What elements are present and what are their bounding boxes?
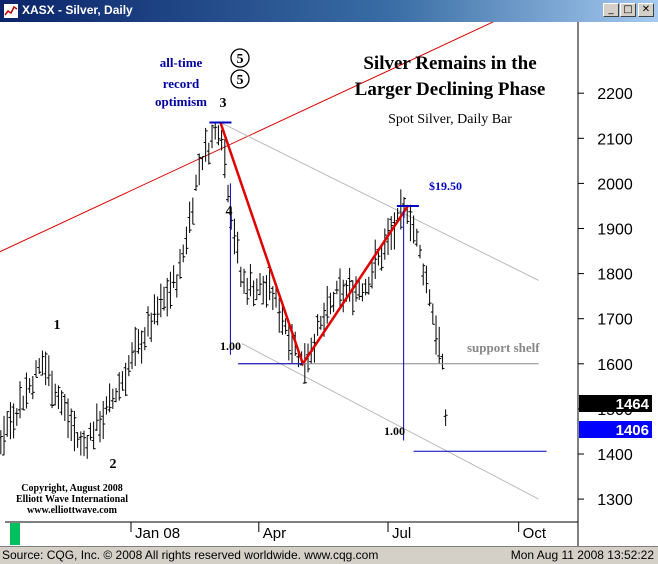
- ohlc-bars: [0, 122, 448, 459]
- scroll-handle[interactable]: [10, 523, 20, 545]
- x-tick-label: Jan 08: [135, 525, 180, 542]
- peak-label-line-3: optimism: [155, 94, 207, 109]
- y-tick-label: 1300: [597, 492, 633, 509]
- y-tick-label: 2100: [597, 131, 633, 148]
- target-price-box: [579, 421, 652, 438]
- high-price-label: $19.50: [429, 179, 462, 193]
- peak-label-line-2: record: [163, 76, 200, 91]
- window-title: XASX - Silver, Daily: [22, 3, 133, 17]
- ratio-label-2: 1.00: [384, 424, 405, 438]
- circled-label-2: 5: [237, 73, 244, 88]
- wave-label-1: 1: [54, 318, 61, 333]
- y-tick-label: 1700: [597, 312, 633, 329]
- target-price-label: 1406: [616, 422, 649, 439]
- chart-title-line-2: Larger Declining Phase: [355, 79, 546, 100]
- status-bar: Source: CQG, Inc. © 2008 All rights rese…: [0, 546, 658, 564]
- peak-label-line-1: all-time: [160, 55, 203, 70]
- copyright-line-2: Elliott Wave International: [16, 494, 128, 505]
- y-tick-label: 1800: [597, 267, 633, 284]
- minimize-button[interactable]: _: [603, 3, 619, 17]
- last-price-box: [579, 395, 652, 412]
- circled-label-ring-2: [230, 69, 250, 89]
- support-shelf-label: support shelf: [467, 340, 540, 355]
- y-axis: 1300140015001600170018001900200021002200: [578, 86, 633, 509]
- timestamp-text: Mon Aug 11 2008 13:52:22: [510, 548, 654, 562]
- y-tick-label: 2000: [597, 176, 633, 193]
- channel-lines: [0, 22, 539, 500]
- last-price-label: 1464: [616, 396, 650, 413]
- circled-label-ring-1: [230, 48, 250, 68]
- copyright-line-3: www.elliottwave.com: [27, 505, 118, 516]
- y-tick-label: 1400: [597, 447, 633, 464]
- close-button[interactable]: ✕: [638, 3, 654, 17]
- x-tick-label: Jul: [392, 525, 411, 542]
- source-text: Source: CQG, Inc. © 2008 All rights rese…: [2, 548, 379, 562]
- channel-upper: [220, 122, 539, 281]
- y-tick-label: 1600: [597, 357, 633, 374]
- price-chart[interactable]: 1300140015001600170018001900200021002200…: [0, 22, 658, 546]
- wave-label-2: 2: [110, 457, 117, 472]
- y-tick-label: 1900: [597, 222, 633, 239]
- maximize-button[interactable]: □: [620, 3, 636, 17]
- chart-subtitle: Spot Silver, Daily Bar: [388, 112, 512, 127]
- chart-frame: 1300140015001600170018001900200021002200…: [0, 22, 658, 546]
- wave-label-3: 3: [220, 96, 227, 111]
- x-tick-label: Apr: [263, 525, 286, 542]
- title-bar: XASX - Silver, Daily _ □ ✕: [0, 0, 658, 22]
- annotations: [209, 121, 547, 452]
- y-tick-label: 2200: [597, 86, 633, 103]
- circled-label-1: 5: [237, 52, 244, 67]
- copyright-line-1: Copyright, August 2008: [21, 483, 122, 494]
- x-tick-label: Oct: [523, 525, 547, 542]
- channel-lower: [241, 343, 539, 500]
- x-axis: Jan 08 Apr Jul Oct: [130, 522, 547, 542]
- app-icon: [4, 4, 18, 18]
- chart-title-line-1: Silver Remains in the: [363, 53, 536, 74]
- ratio-label-1: 1.00: [220, 339, 241, 353]
- red-trendline: [0, 22, 495, 253]
- wave-label-4: 4: [226, 204, 233, 219]
